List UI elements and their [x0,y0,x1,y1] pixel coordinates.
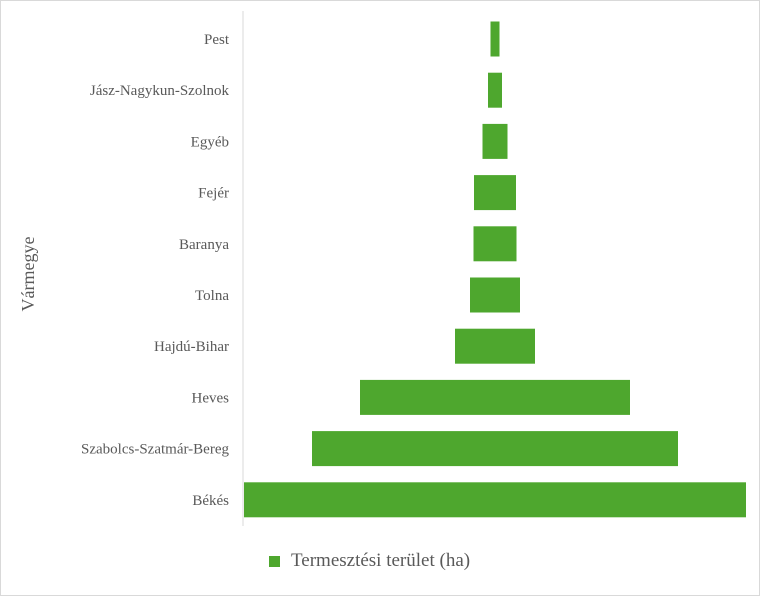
legend-label: Termesztési terület (ha) [291,550,471,571]
bar-3 [474,175,516,211]
category-label-2: Egyéb [191,134,229,150]
category-label-1: Jász-Nagykun-Szolnok [90,83,230,99]
bar-0 [490,21,500,57]
y-axis-title: Vármegye [18,237,38,312]
category-labels-group: Pest Jász-Nagykun-Szolnok Egyéb Fejér Barany… [81,32,230,509]
legend: Termesztési terület (ha) [269,550,470,572]
bar-2 [482,123,508,159]
legend-swatch [269,555,280,567]
bar-9 [244,482,746,518]
category-label-5: Tolna [195,288,229,304]
bar-4 [473,226,517,262]
bar-5 [470,277,520,313]
bar-8 [312,431,678,467]
category-label-0: Pest [204,32,230,48]
category-label-9: Békés [192,493,229,509]
category-label-3: Fejér [198,186,229,202]
category-label-4: Baranya [179,237,229,253]
bar-7 [360,379,630,415]
category-label-6: Hajdú-Bihar [154,339,229,355]
bar-6 [455,328,535,364]
category-label-7: Heves [192,390,230,406]
bars-group [244,21,746,518]
category-label-8: Szabolcs-Szatmár-Bereg [81,442,229,458]
bar-1 [488,72,502,108]
